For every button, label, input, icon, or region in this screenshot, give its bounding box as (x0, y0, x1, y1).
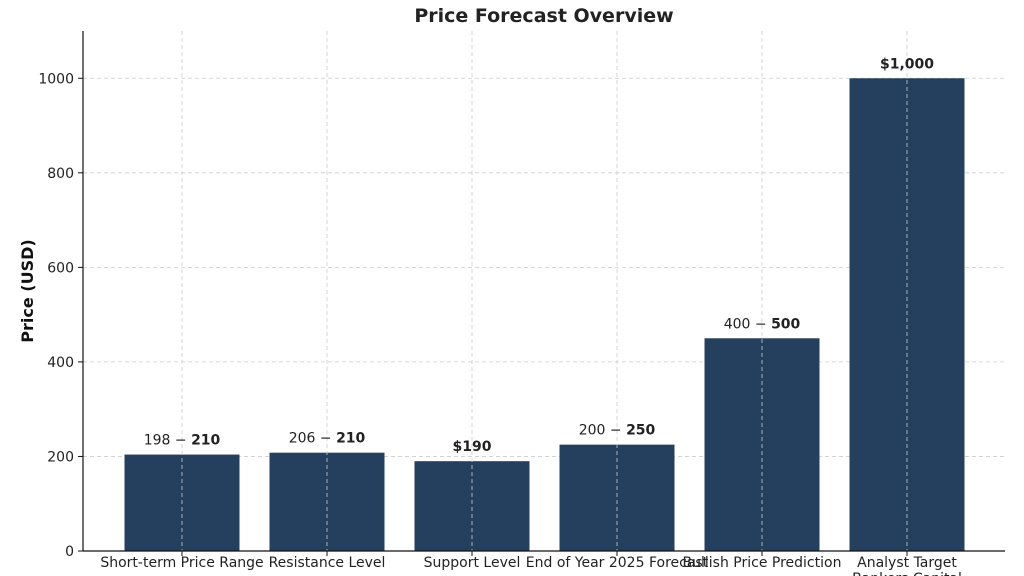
data-label-value-4: 500 (771, 316, 800, 332)
x-tick-label-5: Analyst TargetBankers Capital (852, 555, 962, 576)
data-label-range-3: 200 − (579, 423, 626, 439)
data-label-4: 400 − 500 (724, 316, 801, 332)
data-label-range-0: 198 − (144, 433, 191, 449)
data-label-range-1: 206 − (289, 431, 336, 447)
x-tick-label-3: End of Year 2025 Forecast (526, 555, 709, 571)
y-axis-label: Price (USD) (18, 239, 37, 342)
x-tick-label-2: Support Level (424, 555, 521, 571)
y-tick-label-4: 800 (47, 166, 74, 182)
y-tick-label-1: 200 (47, 449, 74, 465)
y-tick-labels: 0 200 400 600 800 1000 (38, 71, 83, 560)
data-label-5: $1,000 (880, 56, 934, 72)
data-label-1: 206 − 210 (289, 431, 366, 447)
data-label-value-3: 250 (626, 423, 655, 439)
data-label-value-0: 210 (191, 433, 220, 449)
data-label-3: 200 − 250 (579, 423, 656, 439)
chart-title: Price Forecast Overview (414, 5, 673, 27)
y-tick-label-5: 1000 (38, 71, 74, 87)
data-label-0: 198 − 210 (144, 433, 221, 449)
x-tick-label-0: Short-term Price Range (100, 555, 263, 571)
y-tick-label-0: 0 (65, 544, 74, 560)
data-label-value-5: $1,000 (880, 56, 934, 72)
x-tick-label-4: Bullish Price Prediction (683, 555, 842, 571)
vertical-grid-lines (181, 31, 908, 551)
bar-3 (559, 444, 675, 551)
data-label-range-4: 400 − (724, 316, 771, 332)
x-tick-labels: Short-term Price Range Resistance Level Su… (100, 551, 962, 576)
bars (124, 78, 965, 551)
y-tick-label-2: 400 (47, 355, 74, 371)
data-label-2: $190 (453, 439, 492, 455)
x-tick-label-1: Resistance Level (269, 555, 386, 571)
y-tick-label-3: 600 (47, 260, 74, 276)
data-label-value-1: 210 (336, 431, 365, 447)
data-label-value-2: $190 (453, 439, 492, 455)
